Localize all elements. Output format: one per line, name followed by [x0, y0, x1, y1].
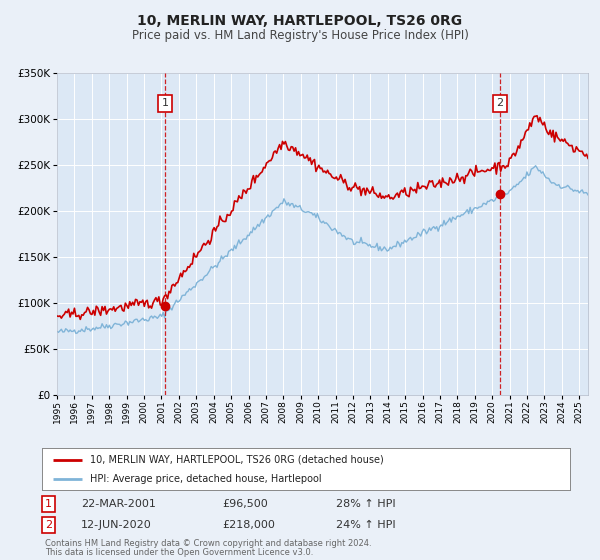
Text: This data is licensed under the Open Government Licence v3.0.: This data is licensed under the Open Gov… [45, 548, 313, 557]
Text: HPI: Average price, detached house, Hartlepool: HPI: Average price, detached house, Hart… [89, 474, 321, 484]
Text: £96,500: £96,500 [222, 499, 268, 509]
Text: £218,000: £218,000 [222, 520, 275, 530]
Text: 28% ↑ HPI: 28% ↑ HPI [336, 499, 395, 509]
Text: 24% ↑ HPI: 24% ↑ HPI [336, 520, 395, 530]
Text: Contains HM Land Registry data © Crown copyright and database right 2024.: Contains HM Land Registry data © Crown c… [45, 539, 371, 548]
Text: 2: 2 [496, 99, 503, 109]
Text: 12-JUN-2020: 12-JUN-2020 [81, 520, 152, 530]
Text: 1: 1 [162, 99, 169, 109]
Text: 1: 1 [45, 499, 52, 509]
Text: 22-MAR-2001: 22-MAR-2001 [81, 499, 156, 509]
Text: 10, MERLIN WAY, HARTLEPOOL, TS26 0RG: 10, MERLIN WAY, HARTLEPOOL, TS26 0RG [137, 14, 463, 28]
Text: 10, MERLIN WAY, HARTLEPOOL, TS26 0RG (detached house): 10, MERLIN WAY, HARTLEPOOL, TS26 0RG (de… [89, 455, 383, 465]
Text: 2: 2 [45, 520, 52, 530]
Text: Price paid vs. HM Land Registry's House Price Index (HPI): Price paid vs. HM Land Registry's House … [131, 29, 469, 42]
